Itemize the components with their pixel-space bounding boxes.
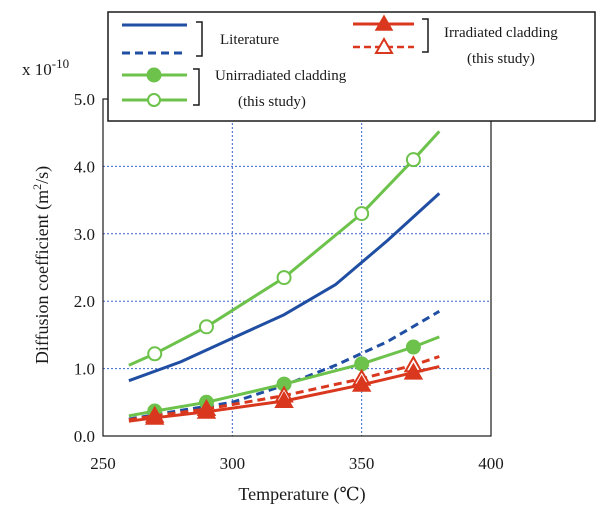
data-point (274, 390, 294, 408)
data-point (276, 270, 292, 286)
y-tick-label: 1.0 (74, 360, 95, 379)
x-tick-label: 300 (220, 454, 246, 473)
legend-unirr-bracket (193, 68, 200, 106)
legend-box (107, 11, 596, 122)
data-point (403, 362, 424, 380)
y-axis-label: Diffusion coefficient (m2/s) (30, 166, 53, 364)
data-point (145, 407, 165, 425)
data-point (354, 206, 370, 222)
legend-irr-label-1: Irradiated cladding (444, 25, 558, 41)
series-5 (128, 362, 440, 425)
y-tick-label: 5.0 (74, 90, 95, 109)
legend-irr-filled-marker (374, 14, 394, 31)
x-tick-label: 400 (478, 454, 504, 473)
data-point (196, 401, 217, 419)
x-tick-label: 250 (90, 454, 116, 473)
y-multiplier-label: x 10-10 (22, 56, 69, 79)
legend-unirr-filled-marker (146, 67, 162, 83)
series-line (128, 192, 441, 383)
y-tick-label: 0.0 (74, 427, 95, 446)
y-tick-label: 2.0 (74, 292, 95, 311)
legend-literature-label: Literature (220, 32, 279, 48)
series-2 (128, 130, 441, 367)
legend: Literature Unirradiated cladding (this s… (107, 11, 596, 122)
legend-literature-bracket (196, 21, 203, 57)
legend-irr-label-2: (this study) (467, 51, 535, 67)
data-point (405, 152, 421, 168)
grid (103, 99, 491, 436)
data-point (147, 346, 163, 362)
data-point (198, 319, 214, 335)
legend-irr-bracket (422, 18, 429, 53)
legend-unirr-label-2: (this study) (238, 94, 306, 110)
x-tick-label: 350 (349, 454, 375, 473)
y-tick-label: 4.0 (74, 157, 95, 176)
series-layer (128, 130, 441, 425)
data-point (354, 356, 370, 372)
axis-ticks: 250 300 350 400 0.0 1.0 2.0 3.0 4.0 5.0 (74, 90, 504, 473)
legend-unirr-open-marker (147, 93, 161, 107)
data-point (405, 339, 421, 355)
legend-unirr-label-1: Unirradiated cladding (215, 68, 347, 84)
series-0 (128, 192, 441, 383)
x-axis-label: Temperature (℃) (238, 484, 365, 505)
y-tick-label: 3.0 (74, 225, 95, 244)
data-point (351, 374, 372, 392)
legend-irr-open-marker (374, 36, 394, 54)
